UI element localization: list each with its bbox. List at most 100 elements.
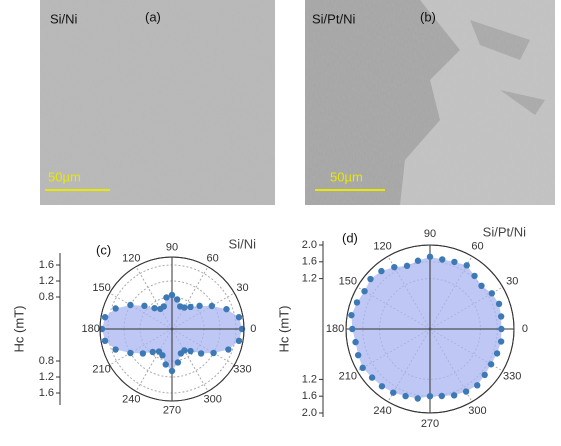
theta-tick-label: 180: [81, 323, 99, 335]
r-tick-label: 1.2: [39, 275, 54, 287]
data-point: [174, 296, 180, 302]
data-point: [225, 346, 231, 352]
data-point: [360, 365, 366, 371]
data-point: [157, 306, 163, 312]
r-tick-label: 1.6: [39, 259, 54, 271]
data-point: [181, 347, 187, 353]
data-point: [427, 254, 433, 260]
r-tick-label: 2.0: [302, 407, 317, 419]
data-point: [150, 349, 156, 355]
theta-tick-label: 90: [424, 228, 436, 240]
data-point: [163, 294, 169, 300]
r-tick-label: 1.6: [39, 387, 54, 399]
panel-label: (c): [96, 242, 111, 257]
data-point: [236, 338, 242, 344]
data-point: [210, 350, 216, 356]
sample-label: Si/Pt/Ni: [312, 11, 355, 26]
data-point: [348, 312, 354, 318]
data-point: [354, 299, 360, 305]
data-point: [236, 314, 242, 320]
theta-tick-label: 180: [326, 323, 344, 335]
data-point: [481, 372, 487, 378]
data-point: [223, 306, 229, 312]
data-point: [187, 304, 193, 310]
r-axis-label: Hc (mT): [276, 306, 291, 353]
r-tick-label: 0.8: [39, 355, 54, 367]
data-point: [471, 273, 477, 279]
data-point: [379, 383, 385, 389]
theta-tick-label: 30: [236, 282, 248, 294]
micrograph-a: Si/Ni (a) 50µm: [40, 0, 275, 205]
polar-chart: 0 30 60 90 120 150 180 210 240 270 300 330 0.8 0.8 1.2…: [11, 236, 256, 416]
r-tick-label: 1.6: [302, 256, 317, 268]
data-point: [498, 313, 504, 319]
r-tick-label: 1.2: [302, 273, 317, 285]
theta-tick-label: 120: [373, 241, 391, 253]
theta-tick-label: 120: [122, 252, 140, 264]
panel-label: (d): [342, 230, 358, 245]
r-tick-label: 2.0: [302, 239, 317, 251]
theta-tick-label: 150: [339, 275, 357, 287]
polar-chart: 03060901201501802102402703003301.21.21.6…: [276, 224, 528, 429]
data-point: [498, 326, 504, 332]
r-tick-label: 1.2: [302, 373, 317, 385]
scale-bar-label: 50µm: [330, 169, 363, 184]
data-point: [169, 368, 175, 374]
panel-label: (b): [420, 9, 436, 24]
data-point: [352, 339, 358, 345]
r-tick-label: 1.6: [302, 390, 317, 402]
data-point: [361, 288, 367, 294]
data-point: [112, 305, 118, 311]
data-point: [488, 361, 494, 367]
theta-tick-label: 150: [92, 282, 110, 294]
data-point: [478, 283, 484, 289]
r-tick-label: 1.2: [39, 371, 54, 383]
data-point: [404, 263, 410, 269]
theta-tick-label: 0: [522, 323, 528, 335]
data-point: [369, 374, 375, 380]
r-axis-label: Hc (mT): [11, 306, 26, 353]
data-point: [391, 264, 397, 270]
theta-tick-label: 210: [92, 364, 110, 376]
data-point: [187, 348, 193, 354]
data-point: [198, 350, 204, 356]
chart-title: Si/Pt/Ni: [483, 224, 526, 239]
theta-tick-label: 300: [204, 393, 222, 405]
theta-tick-label: 210: [339, 370, 357, 382]
theta-tick-label: 270: [163, 404, 181, 416]
data-point: [415, 395, 421, 401]
data-point: [151, 305, 157, 311]
theta-tick-label: 60: [207, 252, 219, 264]
data-point: [439, 393, 445, 399]
panel-label: (a): [145, 9, 161, 24]
data-point: [355, 352, 361, 358]
data-point: [349, 326, 355, 332]
data-point: [196, 303, 202, 309]
r-tick-label: 0.8: [39, 291, 54, 303]
data-point: [367, 276, 373, 282]
data-point: [127, 350, 133, 356]
theta-tick-label: 330: [233, 364, 251, 376]
data-point: [175, 359, 181, 365]
data-point: [498, 338, 504, 344]
data-point: [163, 361, 169, 367]
data-point: [474, 382, 480, 388]
theta-tick-label: 30: [506, 275, 518, 287]
data-point: [159, 352, 165, 358]
data-point: [177, 303, 183, 309]
data-point: [169, 292, 175, 298]
scale-bar-label: 50µm: [48, 169, 81, 184]
theta-tick-label: 330: [503, 370, 521, 382]
theta-tick-label: 240: [122, 393, 140, 405]
data-point: [141, 303, 147, 309]
data-point: [496, 301, 502, 307]
data-point: [439, 256, 445, 262]
theta-tick-label: 0: [250, 323, 256, 335]
figure: Si/Ni (a) 50µm Si/Pt/Ni (b) 50µm 0 30 60 90…: [0, 0, 561, 441]
chart-title: Si/Ni: [229, 236, 257, 251]
data-point: [463, 388, 469, 394]
data-point: [451, 392, 457, 398]
data-point: [140, 350, 146, 356]
theta-tick-label: 90: [166, 242, 178, 254]
data-point: [390, 389, 396, 395]
